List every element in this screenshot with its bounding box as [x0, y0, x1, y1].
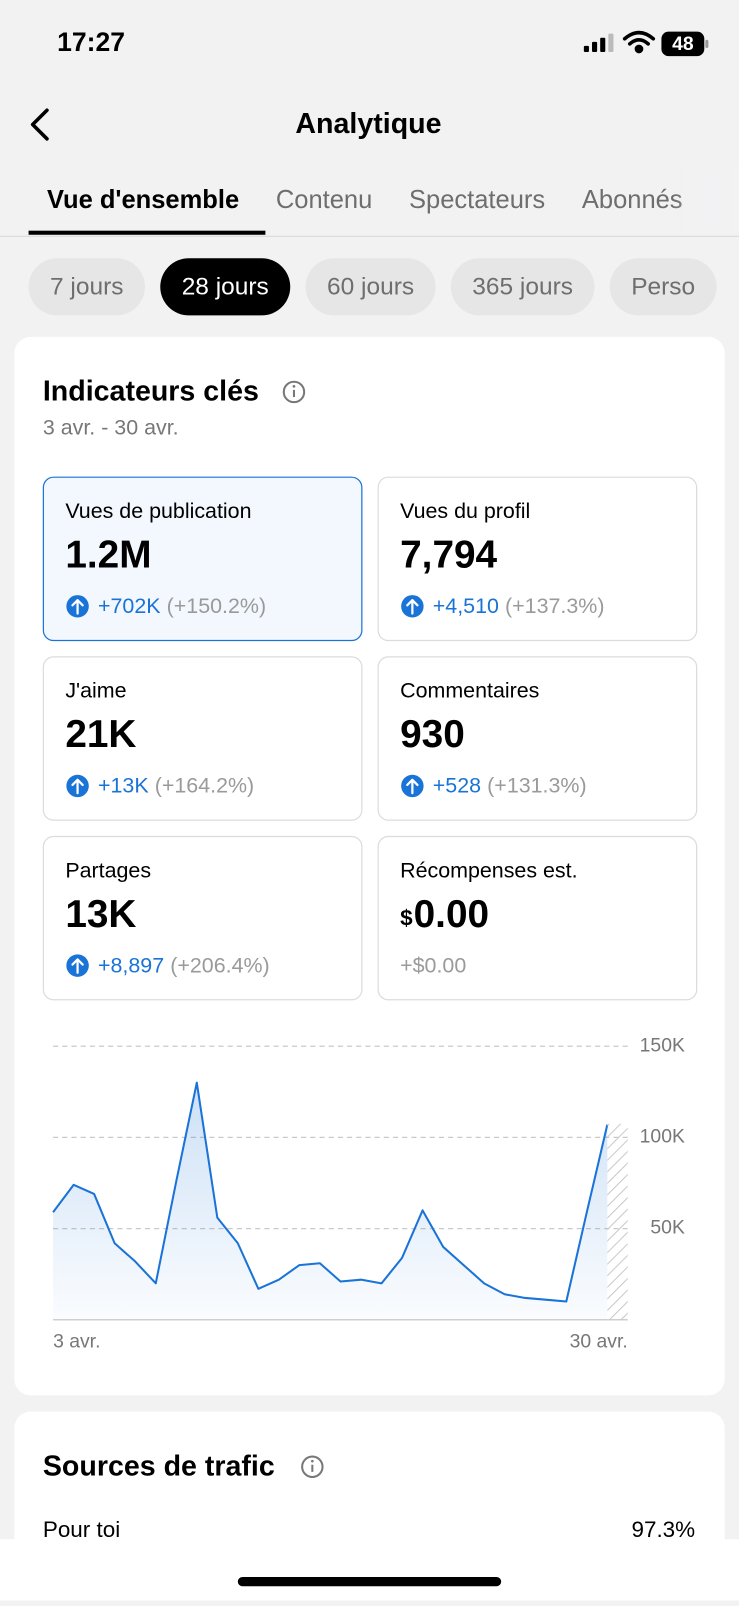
- period-pill[interactable]: 28 jours: [160, 258, 291, 316]
- metric-label: Vues du profil: [400, 499, 530, 523]
- section-title: Sources de trafic: [43, 1450, 275, 1482]
- metric-percent: (+206.4%): [170, 953, 269, 977]
- home-indicator: [237, 1577, 502, 1587]
- battery-icon: [661, 31, 705, 57]
- card-background: [377, 476, 698, 642]
- traffic-value: 97.3%: [631, 1517, 695, 1542]
- up-arrow: [406, 778, 419, 795]
- metric-percent: (+150.2%): [167, 594, 266, 618]
- tab[interactable]: Vue d'ensemble: [47, 186, 239, 214]
- tab-divider: [0, 235, 739, 237]
- info-icon[interactable]: [301, 1455, 324, 1479]
- battery-level: 48: [672, 33, 694, 55]
- metric-change: +13K: [98, 774, 149, 798]
- x-tick-label: 30 avr.: [570, 1330, 628, 1352]
- period-pill[interactable]: Perso: [609, 258, 717, 316]
- home-bar-area: [0, 1539, 739, 1601]
- tab-fade: [673, 163, 739, 233]
- y-tick-label: 150K: [640, 1034, 685, 1056]
- pill-background: [450, 258, 595, 316]
- metric-currency: $: [400, 906, 413, 931]
- y-tick-label: 50K: [650, 1217, 685, 1239]
- pill-background: [160, 258, 291, 316]
- pill-label: 60 jours: [327, 273, 414, 300]
- battery-cap: [705, 39, 709, 48]
- pill-background: [609, 258, 717, 316]
- tab-underline: [28, 230, 266, 235]
- metric-change: +528: [433, 774, 481, 798]
- traffic-list: Pour toi 97.3%: [43, 1517, 695, 1542]
- tab-bar: Vue d'ensemble Contenu Spectateurs Abonnés: [47, 186, 683, 214]
- card-background: [42, 835, 363, 1001]
- pill-label: 28 jours: [182, 273, 269, 300]
- metric-change: +$0.00: [400, 953, 466, 977]
- metric-change: +8,897: [98, 953, 164, 977]
- traffic-label: Pour toi: [43, 1517, 120, 1542]
- metric-value: 930: [400, 713, 465, 756]
- card-background: [377, 656, 698, 821]
- metric-percent: (+164.2%): [155, 774, 254, 798]
- up-arrow: [71, 778, 84, 795]
- metric-card[interactable]: Vues du profil 7,794 +4,510 (+137.3%): [377, 476, 698, 642]
- pill-label: 365 jours: [472, 273, 573, 300]
- status-time: 17:27: [57, 27, 125, 57]
- signal-icon: [583, 33, 614, 53]
- pill-label: Perso: [631, 273, 695, 300]
- metric-change: +4,510: [433, 594, 499, 618]
- period-bar: 7 jours 28 jours 60 jours 365 jours Perso: [28, 258, 717, 316]
- metric-value: 13K: [65, 893, 136, 936]
- tab[interactable]: Contenu: [276, 186, 372, 214]
- tab[interactable]: Abonnés: [582, 186, 683, 214]
- pill-label: 7 jours: [50, 273, 124, 300]
- x-tick-label: 3 avr.: [53, 1330, 100, 1352]
- area-fill: [53, 1082, 608, 1320]
- line-series: [52, 1081, 609, 1303]
- tab[interactable]: Spectateurs: [409, 186, 545, 214]
- period-pill[interactable]: 60 jours: [305, 258, 436, 316]
- metric-label: J'aime: [65, 679, 126, 703]
- metric-label: Vues de publication: [65, 499, 251, 523]
- incomplete-period: [607, 1123, 628, 1320]
- metric-percent: (+137.3%): [505, 594, 604, 618]
- up-arrow: [406, 599, 419, 615]
- metric-value: 21K: [65, 713, 136, 756]
- info-icon[interactable]: [282, 380, 306, 404]
- line-chart: 50K 100K 150K 3 avr. 30 avr.: [52, 1034, 685, 1352]
- card-background: [42, 656, 363, 821]
- metric-label: Partages: [65, 858, 151, 882]
- period-pill[interactable]: 365 jours: [450, 258, 595, 316]
- metric-card[interactable]: Vues de publication 1.2M +702K (+150.2%): [42, 476, 363, 642]
- period-pill[interactable]: 7 jours: [28, 258, 145, 316]
- up-arrow: [71, 599, 84, 615]
- metric-label: Commentaires: [400, 679, 539, 703]
- up-arrow: [71, 958, 84, 974]
- card-background: [377, 835, 698, 1001]
- page-title: Analytique: [295, 108, 441, 140]
- metric-value: 7,794: [400, 534, 497, 577]
- metric-label: Récompenses est.: [400, 858, 577, 882]
- wifi-icon: [622, 30, 656, 54]
- pill-background: [28, 258, 145, 316]
- metric-value: 1.2M: [65, 534, 151, 577]
- metric-percent: (+131.3%): [487, 774, 586, 798]
- card-background: [42, 476, 363, 642]
- metric-change: +702K: [98, 594, 161, 618]
- back-button[interactable]: [30, 108, 49, 141]
- metric-card[interactable]: Partages 13K +8,897 (+206.4%): [42, 835, 363, 1001]
- metric-card[interactable]: Récompenses est. $ 0.00 +$0.00: [377, 835, 698, 1001]
- date-range: 3 avr. - 30 avr.: [43, 415, 179, 439]
- section-title: Indicateurs clés: [43, 376, 259, 408]
- metric-card[interactable]: J'aime 21K +13K (+164.2%): [42, 656, 363, 821]
- metric-card[interactable]: Commentaires 930 +528 (+131.3%): [377, 656, 698, 821]
- pill-background: [305, 258, 436, 316]
- y-tick-label: 100K: [640, 1126, 685, 1148]
- metric-value: 0.00: [414, 893, 489, 936]
